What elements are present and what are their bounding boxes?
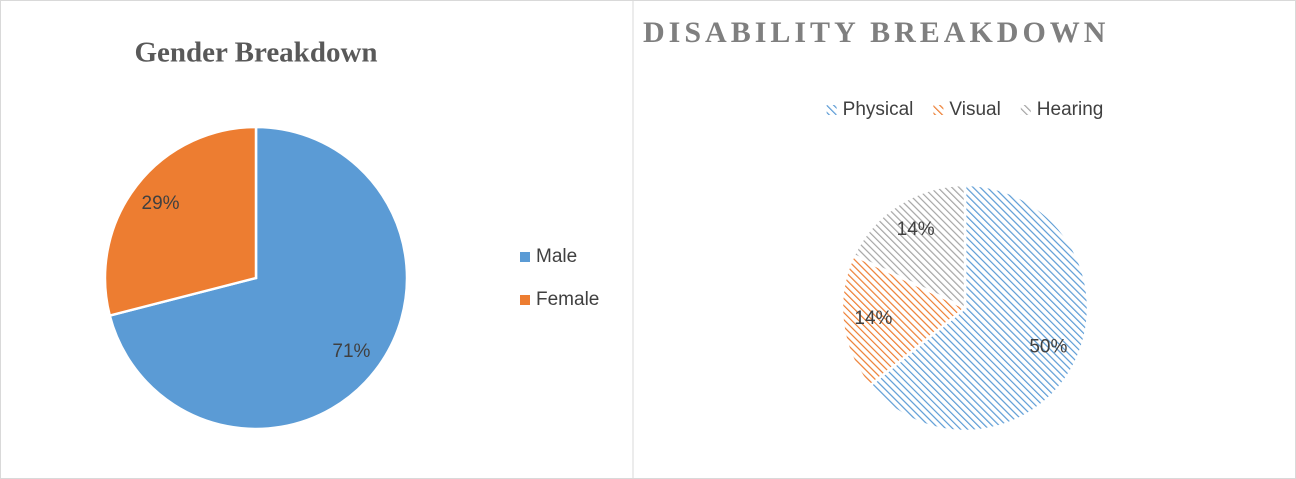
- legend-swatch: [933, 105, 944, 115]
- legend-swatch: [520, 295, 530, 305]
- data-label: 14%: [854, 308, 892, 329]
- legend: Physical Visual Hearing: [826, 99, 1104, 120]
- data-label: 50%: [1029, 337, 1067, 358]
- legend-label: Visual: [949, 99, 1000, 120]
- pie-slice: [852, 183, 967, 310]
- legend-swatch: [826, 105, 837, 115]
- legend-label: Physical: [843, 99, 914, 120]
- pie-slice: [103, 125, 258, 318]
- legend-label: Hearing: [1037, 99, 1104, 120]
- chart-title: Gender Breakdown: [134, 37, 377, 69]
- legend-swatch: [520, 252, 530, 262]
- legend-label: Male: [536, 246, 577, 267]
- data-label: 14%: [897, 219, 935, 240]
- pie-slice: [867, 183, 1090, 433]
- legend-swatch: [1020, 105, 1031, 115]
- data-label: 71%: [332, 341, 370, 362]
- data-label: 29%: [142, 193, 180, 214]
- chart-title: DISABILITY BREAKDOWN: [643, 16, 1109, 49]
- pie-slice: [840, 253, 968, 388]
- pie-slice: [108, 125, 409, 431]
- legend-label: Female: [536, 289, 599, 310]
